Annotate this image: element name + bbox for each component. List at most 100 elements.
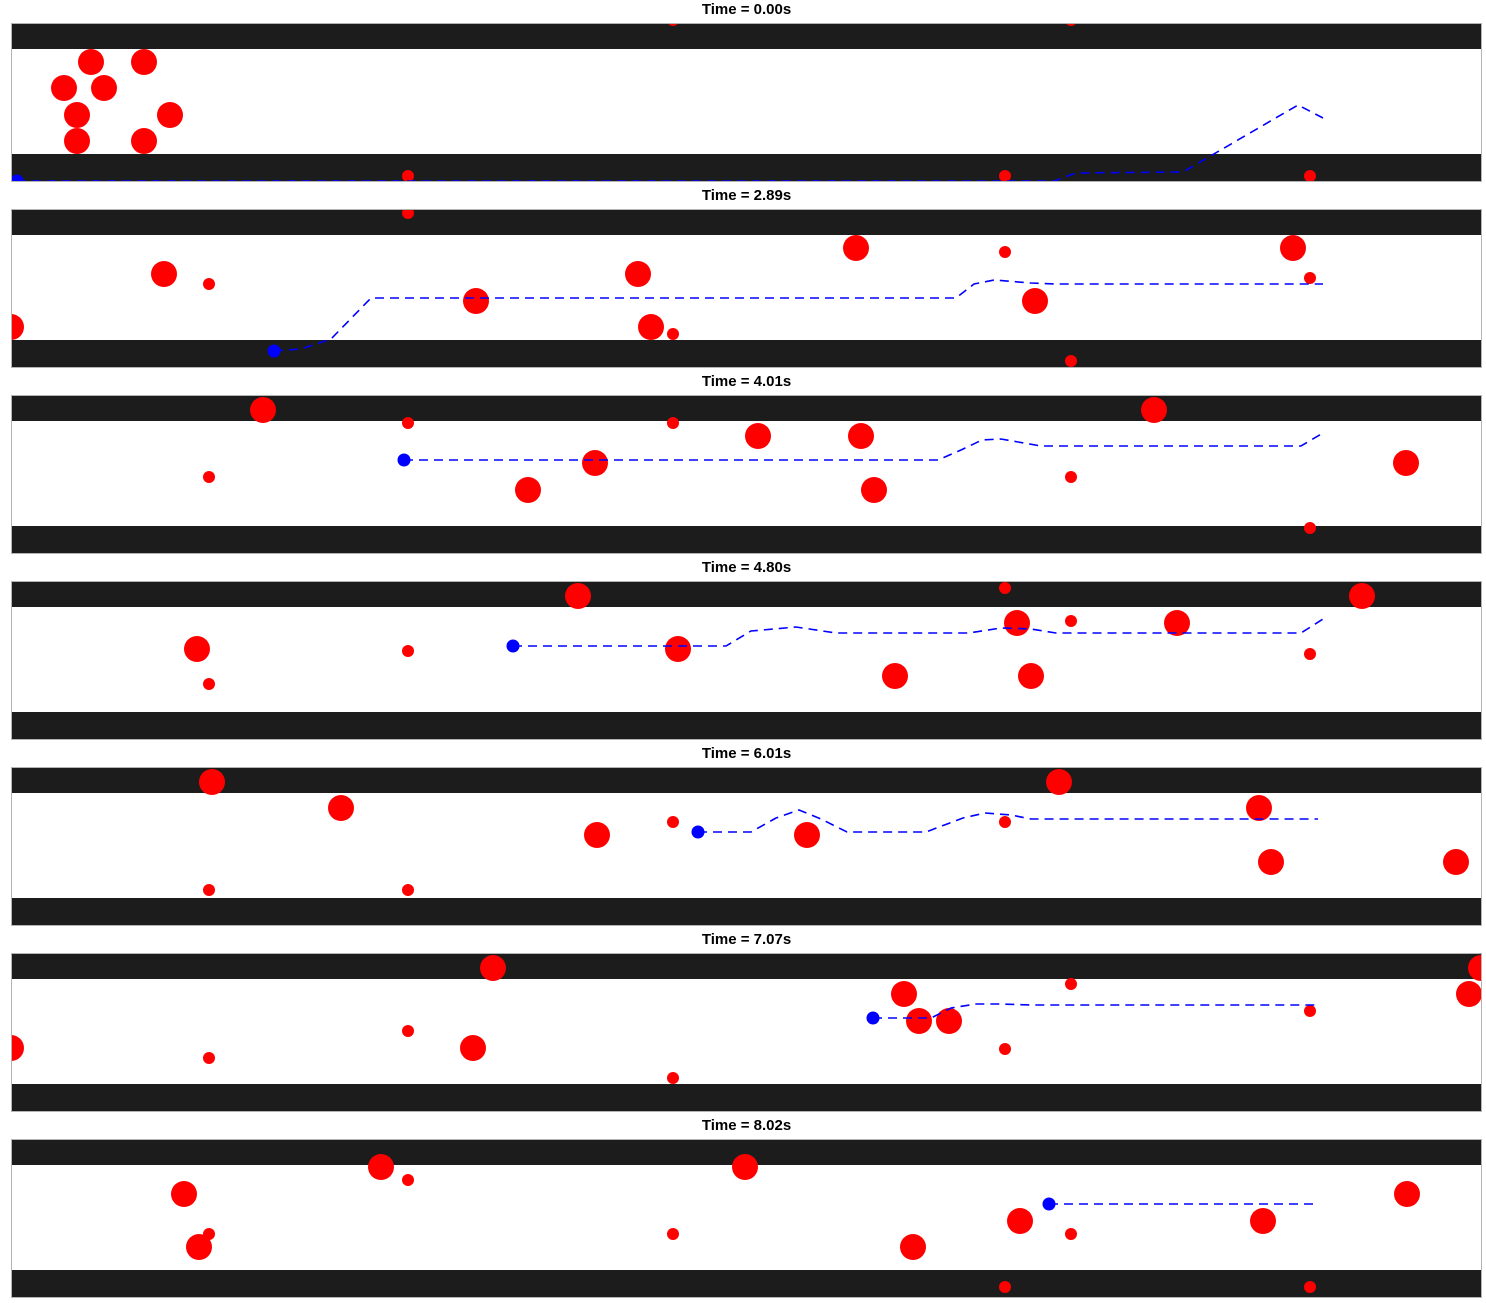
obstacle-marker bbox=[402, 209, 414, 219]
obstacle-marker bbox=[1246, 795, 1272, 821]
obstacle-marker bbox=[1468, 955, 1482, 981]
bottom-wall bbox=[11, 898, 1482, 926]
obstacle-marker bbox=[848, 423, 874, 449]
obstacle-marker bbox=[1304, 170, 1316, 182]
obstacle-marker bbox=[1304, 739, 1316, 751]
obstacle-marker bbox=[64, 128, 90, 154]
obstacle-marker bbox=[1304, 522, 1316, 534]
obstacle-marker bbox=[1250, 1208, 1276, 1234]
obstacle-marker bbox=[1443, 849, 1469, 875]
obstacle-marker bbox=[1046, 769, 1072, 795]
obstacle-marker bbox=[891, 981, 917, 1007]
obstacle-marker bbox=[906, 1008, 932, 1034]
obstacle-marker bbox=[999, 1043, 1011, 1055]
obstacle-marker bbox=[51, 75, 77, 101]
obstacle-marker bbox=[328, 795, 354, 821]
obstacle-marker bbox=[667, 417, 679, 429]
obstacle-marker bbox=[368, 1154, 394, 1180]
obstacle-marker bbox=[936, 1008, 962, 1034]
obstacle-marker bbox=[463, 288, 489, 314]
obstacle-marker bbox=[91, 75, 117, 101]
planned-path-line bbox=[698, 809, 1318, 833]
panel-frame bbox=[11, 23, 1482, 182]
obstacle-marker bbox=[402, 645, 414, 657]
obstacle-marker bbox=[203, 678, 215, 690]
obstacle-marker bbox=[667, 553, 679, 565]
top-wall bbox=[11, 395, 1482, 421]
panel-frame bbox=[11, 581, 1482, 740]
sim-panel-0: Time = 0.00s bbox=[11, 1, 1482, 182]
panel-title: Time = 2.89s bbox=[702, 187, 791, 204]
obstacle-marker bbox=[582, 450, 608, 476]
obstacle-marker bbox=[999, 582, 1011, 594]
obstacle-marker bbox=[1022, 288, 1048, 314]
obstacle-marker bbox=[515, 477, 541, 503]
top-wall bbox=[11, 23, 1482, 49]
obstacle-marker bbox=[11, 1035, 24, 1061]
panel-title: Time = 4.01s bbox=[702, 373, 791, 390]
obstacle-marker bbox=[199, 769, 225, 795]
bottom-wall bbox=[11, 1084, 1482, 1112]
obstacle-marker bbox=[999, 246, 1011, 258]
obstacle-marker bbox=[1141, 397, 1167, 423]
obstacle-marker bbox=[205, 23, 213, 24]
obstacle-marker bbox=[1394, 1181, 1420, 1207]
top-wall bbox=[11, 209, 1482, 235]
obstacle-marker bbox=[186, 1234, 212, 1260]
obstacle-marker bbox=[667, 23, 679, 26]
obstacle-marker bbox=[999, 368, 1011, 380]
obstacle-marker bbox=[638, 314, 664, 340]
robot-marker bbox=[267, 344, 281, 358]
bottom-wall bbox=[11, 526, 1482, 554]
obstacle-marker bbox=[900, 1234, 926, 1260]
obstacle-marker bbox=[1304, 1281, 1316, 1293]
robot-marker bbox=[11, 174, 24, 182]
obstacle-marker bbox=[171, 1181, 197, 1207]
planned-path-line bbox=[404, 432, 1324, 461]
obstacle-marker bbox=[1065, 1228, 1077, 1240]
obstacle-marker bbox=[1065, 739, 1077, 751]
obstacle-marker bbox=[667, 1072, 679, 1084]
obstacle-marker bbox=[745, 423, 771, 449]
bottom-wall bbox=[11, 340, 1482, 368]
planned-path-line bbox=[873, 1003, 1318, 1019]
planned-path-line bbox=[17, 104, 1324, 182]
panel-title: Time = 8.02s bbox=[702, 1117, 791, 1134]
planned-path-line bbox=[273, 279, 1323, 352]
obstacle-marker bbox=[1349, 583, 1375, 609]
obstacle-marker bbox=[203, 884, 215, 896]
obstacle-marker bbox=[667, 328, 679, 340]
obstacle-marker bbox=[794, 822, 820, 848]
robot-marker bbox=[1042, 1197, 1056, 1211]
obstacle-marker bbox=[665, 636, 691, 662]
bottom-wall bbox=[11, 712, 1482, 740]
obstacle-marker bbox=[1304, 272, 1316, 284]
obstacle-marker bbox=[131, 49, 157, 75]
obstacle-marker bbox=[1065, 978, 1077, 990]
obstacle-marker bbox=[402, 1174, 414, 1186]
obstacle-marker bbox=[732, 1154, 758, 1180]
panel-title: Time = 0.00s bbox=[702, 1, 791, 18]
obstacle-marker bbox=[1065, 355, 1077, 367]
panel-frame bbox=[11, 767, 1482, 926]
panel-frame bbox=[11, 395, 1482, 554]
panel-title: Time = 6.01s bbox=[702, 745, 791, 762]
obstacle-marker bbox=[1007, 1208, 1033, 1234]
obstacle-marker bbox=[1065, 471, 1077, 483]
obstacle-marker bbox=[11, 314, 24, 340]
sim-panel-5: Time = 7.07s bbox=[11, 931, 1482, 1112]
obstacle-marker bbox=[565, 583, 591, 609]
obstacle-marker bbox=[1065, 23, 1077, 26]
obstacle-marker bbox=[250, 397, 276, 423]
sim-panel-4: Time = 6.01s bbox=[11, 739, 1482, 926]
obstacle-marker bbox=[1456, 981, 1482, 1007]
obstacle-marker bbox=[667, 816, 679, 828]
obstacle-marker bbox=[131, 128, 157, 154]
obstacle-marker bbox=[402, 884, 414, 896]
sim-panel-3: Time = 4.80s bbox=[11, 553, 1482, 740]
robot-marker bbox=[866, 1011, 880, 1025]
obstacle-marker bbox=[843, 235, 869, 261]
obstacle-marker bbox=[203, 278, 215, 290]
obstacle-marker bbox=[882, 663, 908, 689]
